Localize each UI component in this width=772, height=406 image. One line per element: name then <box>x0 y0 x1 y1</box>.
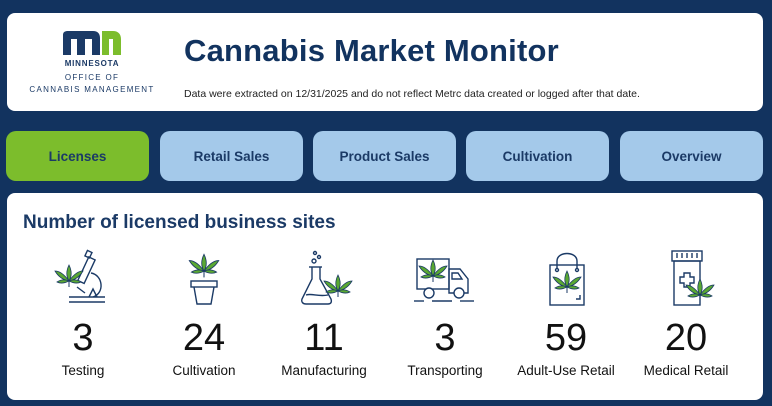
shopping-bag-icon <box>549 252 585 306</box>
logo-state-text: MINNESOTA <box>64 59 120 68</box>
metric-label: Cultivation <box>172 363 236 378</box>
metric-value: 3 <box>72 317 94 359</box>
metric-label: Medical Retail <box>643 363 729 378</box>
data-extraction-note: Data were extracted on 12/31/2025 and do… <box>184 88 640 100</box>
mn-ocm-logo: MINNESOTA OFFICE OF CANNABIS MANAGEMENT <box>27 29 157 96</box>
microscope-leaf-icon <box>54 249 105 303</box>
metric-value: 11 <box>304 317 344 359</box>
tab-product-sales[interactable]: Product Sales <box>313 131 456 181</box>
panel-title: Number of licensed business sites <box>23 212 336 233</box>
potted-plant-icon <box>188 253 220 305</box>
flask-leaf-icon <box>301 250 353 305</box>
logo-office-line1: OFFICE OF <box>64 73 120 82</box>
medicine-bottle-icon <box>671 250 715 306</box>
page-title: Cannabis Market Monitor <box>184 33 559 68</box>
metric-adult-use-retail: 59 Adult-Use Retail <box>506 245 626 378</box>
metric-label: Transporting <box>407 363 483 378</box>
nav-tabs: Licenses Retail Sales Product Sales Cult… <box>6 131 766 181</box>
metric-manufacturing: 11 Manufacturing <box>264 245 384 378</box>
header-card: MINNESOTA OFFICE OF CANNABIS MANAGEMENT … <box>7 13 763 111</box>
tab-cultivation[interactable]: Cultivation <box>466 131 609 181</box>
metric-testing: 3 Testing <box>23 245 143 378</box>
tab-retail-sales[interactable]: Retail Sales <box>160 131 303 181</box>
logo-office-line2: CANNABIS MANAGEMENT <box>29 85 155 94</box>
tab-licenses[interactable]: Licenses <box>6 131 149 181</box>
delivery-truck-icon <box>414 258 474 302</box>
metric-transporting: 3 Transporting <box>385 245 505 378</box>
metric-value: 59 <box>544 317 588 359</box>
metric-medical-retail: 20 Medical Retail <box>626 245 746 378</box>
metric-value: 3 <box>434 317 456 359</box>
metric-label: Manufacturing <box>281 363 367 378</box>
mn-logo-icon <box>63 31 121 55</box>
licensed-sites-panel: Number of licensed business sites 3 Test… <box>7 193 763 400</box>
metric-value: 20 <box>664 317 708 359</box>
tab-overview[interactable]: Overview <box>620 131 763 181</box>
metric-cultivation: 24 Cultivation <box>144 245 264 378</box>
metric-value: 24 <box>182 317 226 359</box>
metric-label: Testing <box>61 363 105 378</box>
metric-label: Adult-Use Retail <box>517 363 615 378</box>
